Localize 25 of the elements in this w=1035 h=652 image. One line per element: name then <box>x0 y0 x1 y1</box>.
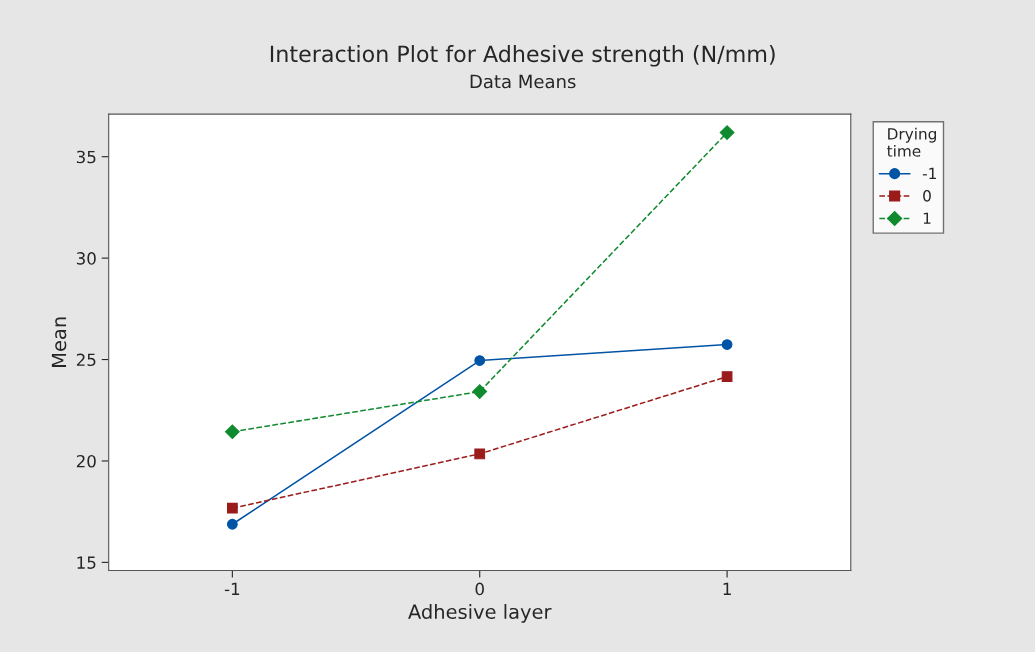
y-tick-label: 20 <box>76 454 96 468</box>
chart-title: Interaction Plot for Adhesive strength (N/mm) <box>270 45 775 67</box>
legend-label: -1 <box>922 167 936 179</box>
x-axis-title: Adhesive layer <box>408 603 552 623</box>
legend-label: 0 <box>923 190 931 202</box>
point <box>721 339 733 350</box>
legend-label: 1 <box>923 212 931 224</box>
point <box>224 424 240 440</box>
y-tick-label: 30 <box>76 252 96 265</box>
chart-subtitle: Data Means <box>470 74 576 89</box>
x-tick-label: -1 <box>224 582 240 595</box>
y-tick-label: 25 <box>76 353 96 367</box>
point <box>474 448 486 460</box>
legend-title: Drying time <box>887 127 936 157</box>
y-axis-title: Mean <box>51 317 67 367</box>
x-tick-label: 1 <box>723 582 731 595</box>
x-tick-label: 0 <box>475 582 484 596</box>
point <box>719 125 735 140</box>
point <box>226 502 238 514</box>
point <box>474 355 486 366</box>
point <box>721 371 733 382</box>
point <box>472 384 488 399</box>
y-tick-label: 35 <box>76 150 96 164</box>
y-tick-label: 15 <box>77 556 96 569</box>
point <box>226 518 238 530</box>
